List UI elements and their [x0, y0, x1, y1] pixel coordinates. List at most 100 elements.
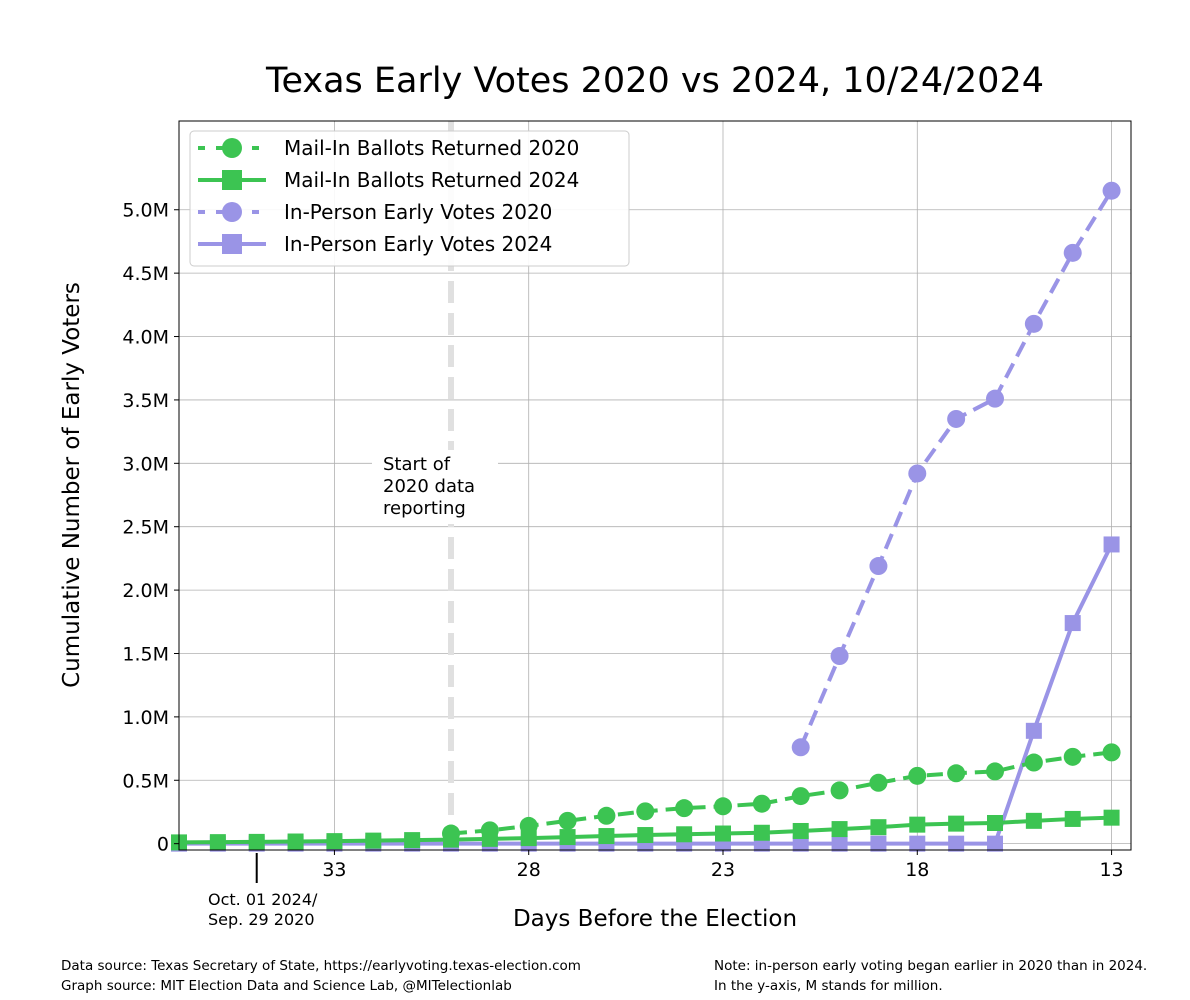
x-tick-label: 33 [322, 859, 346, 881]
data-point [1064, 615, 1081, 632]
data-point [831, 821, 848, 838]
data-point [1024, 314, 1043, 333]
y-tick-label: 3.0M [122, 453, 169, 475]
annotation-line: 2020 data [383, 476, 475, 497]
data-point [791, 738, 810, 757]
data-point [986, 762, 1004, 781]
data-point [636, 802, 655, 821]
x-tick-label: 18 [905, 859, 929, 881]
data-point [1102, 181, 1121, 200]
data-point [365, 832, 382, 849]
start-reporting-annotation: Start of 2020 data reporting [383, 454, 475, 519]
data-point [947, 409, 966, 428]
data-point [908, 766, 927, 785]
data-point [558, 811, 577, 830]
legend-box [189, 130, 630, 267]
y-tick-label: 3.5M [122, 390, 169, 412]
date-marker-line: Oct. 01 2024/ [208, 890, 318, 909]
data-point [480, 821, 499, 840]
legend-item: Mail-In Ballots Returned 2024 [198, 168, 579, 192]
y-tick-label: 4.0M [122, 327, 169, 349]
y-tick-label: 0.5M [122, 770, 169, 792]
y-tick-label: 2.0M [122, 580, 169, 602]
x-tick-label: 13 [1099, 859, 1123, 881]
legend-item: In-Person Early Votes 2020 [198, 200, 552, 224]
data-point [909, 816, 926, 833]
y-ticks: 0 0.5M 1.0M 1.5M 2.0M 2.5M 3.0M 3.5M 4.0M 4.5M 5.0… [122, 200, 179, 856]
data-point [287, 833, 304, 850]
legend-label: In-Person Early Votes 2020 [284, 200, 552, 224]
data-point [948, 835, 965, 852]
series-1 [171, 809, 1120, 851]
data-point [752, 794, 771, 813]
data-point [792, 835, 809, 852]
legend: Mail-In Ballots Returned 2020 Mail-In Bal… [189, 130, 630, 267]
legend-marker [222, 170, 242, 190]
annotation-line: reporting [383, 498, 466, 519]
footer-notes: Note: in-person early voting began earli… [714, 956, 1147, 996]
data-point [1063, 243, 1082, 262]
data-point [869, 557, 888, 576]
data-point [714, 797, 732, 816]
legend-label: Mail-In Ballots Returned 2020 [284, 136, 579, 160]
x-axis-label: Days Before the Election [513, 906, 797, 932]
vline-layer: Start of 2020 data reporting [372, 121, 498, 850]
data-point [209, 834, 226, 851]
date-marker: Oct. 01 2024/Sep. 29 2020 [208, 853, 318, 929]
y-tick-label: 4.5M [122, 263, 169, 285]
data-source-text: Data source: Texas Secretary of State, h… [61, 958, 581, 974]
data-point [1025, 722, 1042, 739]
plot-frame [178, 120, 1132, 851]
y-axis-label: Cumulative Number of Early Voters [59, 282, 85, 688]
series-line [798, 189, 1114, 749]
data-point [248, 833, 265, 850]
data-point [1103, 536, 1120, 553]
data-point [598, 828, 615, 845]
y-tick-label: 2.5M [122, 517, 169, 539]
data-point [715, 825, 731, 842]
series-2 [791, 181, 1121, 757]
data-point [948, 815, 965, 832]
data-point [830, 647, 849, 666]
data-point [791, 787, 810, 806]
date-marker-line: Sep. 29 2020 [208, 910, 315, 929]
data-point [987, 835, 1003, 852]
data-point [1064, 810, 1081, 827]
data-point [1102, 743, 1121, 762]
series-line [179, 543, 1114, 846]
data-point [442, 824, 460, 843]
data-point [869, 773, 888, 792]
data-point [637, 827, 654, 844]
legend-marker [222, 234, 242, 254]
series-layer [171, 181, 1121, 852]
data-point [676, 826, 693, 843]
data-point [830, 781, 849, 800]
data-point [519, 816, 538, 835]
x-tick-label: 28 [517, 859, 541, 881]
legend-marker [222, 138, 242, 158]
x-tick-label: 23 [711, 859, 735, 881]
data-point [1025, 812, 1042, 829]
data-point [1024, 753, 1043, 772]
y-tick-label: 1.0M [122, 707, 169, 729]
data-point [909, 835, 926, 852]
y-tick-label: 5.0M [122, 200, 169, 222]
data-point [1063, 747, 1082, 766]
series-0 [442, 743, 1121, 843]
data-point [870, 835, 887, 852]
legend-label: In-Person Early Votes 2024 [284, 232, 552, 256]
legend-item: Mail-In Ballots Returned 2020 [198, 136, 579, 160]
data-point [1103, 809, 1120, 826]
annotation-line: Start of [383, 454, 451, 475]
y-tick-label: 1.5M [122, 643, 169, 665]
data-point [753, 824, 770, 841]
data-point [947, 764, 966, 783]
footer-sources: Data source: Texas Secretary of State, h… [61, 956, 581, 996]
m-million-note: In the y-axis, M stands for million. [714, 978, 943, 994]
x-ticks: 33 28 23 18 13 [322, 850, 1124, 881]
note-text: Note: in-person early voting began earli… [714, 958, 1148, 974]
legend-marker [222, 202, 242, 222]
annotation-box [372, 450, 498, 524]
data-point [326, 833, 343, 850]
